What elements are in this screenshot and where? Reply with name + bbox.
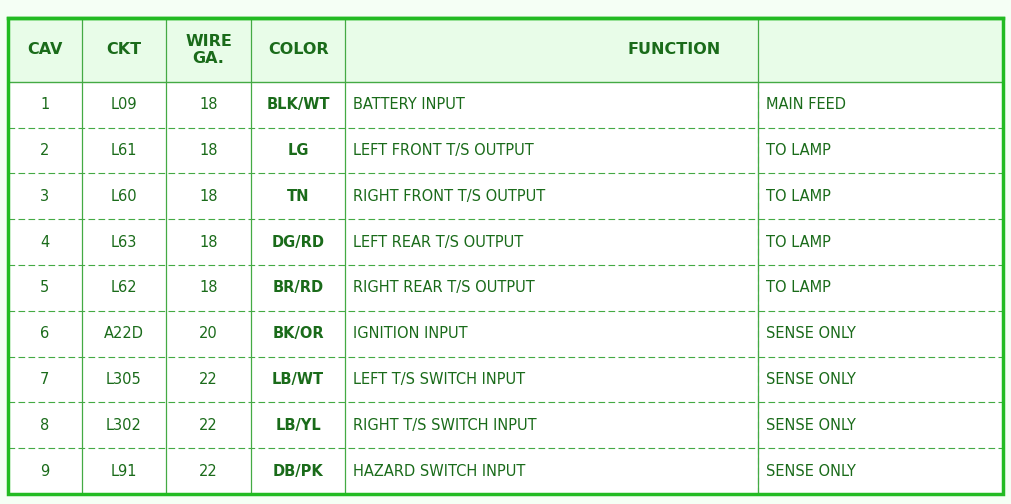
Text: 22: 22: [199, 418, 218, 433]
Text: TO LAMP: TO LAMP: [766, 280, 831, 295]
Text: HAZARD SWITCH INPUT: HAZARD SWITCH INPUT: [354, 464, 526, 478]
Text: DB/PK: DB/PK: [273, 464, 324, 478]
Text: TO LAMP: TO LAMP: [766, 235, 831, 249]
Text: CKT: CKT: [106, 42, 142, 57]
Text: BATTERY INPUT: BATTERY INPUT: [354, 97, 465, 112]
Text: L302: L302: [106, 418, 142, 433]
Text: FUNCTION: FUNCTION: [628, 42, 721, 57]
Text: TO LAMP: TO LAMP: [766, 189, 831, 204]
Bar: [8, 173, 1003, 219]
Bar: [8, 357, 1003, 402]
Text: A22D: A22D: [104, 326, 144, 341]
Text: 1: 1: [40, 97, 50, 112]
Text: L62: L62: [110, 280, 137, 295]
Text: IGNITION INPUT: IGNITION INPUT: [354, 326, 468, 341]
Bar: [8, 82, 1003, 128]
Text: TO LAMP: TO LAMP: [766, 143, 831, 158]
Bar: [8, 265, 1003, 311]
Text: DG/RD: DG/RD: [272, 235, 325, 249]
Text: LEFT FRONT T/S OUTPUT: LEFT FRONT T/S OUTPUT: [354, 143, 534, 158]
Text: 18: 18: [199, 97, 217, 112]
Text: COLOR: COLOR: [268, 42, 329, 57]
Text: LB/YL: LB/YL: [275, 418, 320, 433]
Text: BR/RD: BR/RD: [273, 280, 324, 295]
Text: SENSE ONLY: SENSE ONLY: [766, 464, 856, 478]
Text: L91: L91: [111, 464, 137, 478]
Text: SENSE ONLY: SENSE ONLY: [766, 418, 856, 433]
Bar: [8, 311, 1003, 357]
Text: L60: L60: [110, 189, 137, 204]
Text: 22: 22: [199, 372, 218, 387]
Text: 18: 18: [199, 143, 217, 158]
Text: LEFT REAR T/S OUTPUT: LEFT REAR T/S OUTPUT: [354, 235, 524, 249]
Text: RIGHT T/S SWITCH INPUT: RIGHT T/S SWITCH INPUT: [354, 418, 537, 433]
Text: 18: 18: [199, 280, 217, 295]
Text: 6: 6: [40, 326, 50, 341]
Text: 5: 5: [40, 280, 50, 295]
Text: CAV: CAV: [27, 42, 63, 57]
Text: L61: L61: [111, 143, 137, 158]
Text: MAIN FEED: MAIN FEED: [766, 97, 846, 112]
Text: LB/WT: LB/WT: [272, 372, 325, 387]
Text: 9: 9: [40, 464, 50, 478]
Text: 18: 18: [199, 189, 217, 204]
Text: SENSE ONLY: SENSE ONLY: [766, 326, 856, 341]
Bar: [8, 219, 1003, 265]
Text: BLK/WT: BLK/WT: [266, 97, 330, 112]
Text: L63: L63: [111, 235, 137, 249]
Bar: [8, 128, 1003, 173]
Text: 7: 7: [40, 372, 50, 387]
Bar: [8, 18, 1003, 82]
Text: 20: 20: [199, 326, 218, 341]
Text: BK/OR: BK/OR: [272, 326, 324, 341]
Text: SENSE ONLY: SENSE ONLY: [766, 372, 856, 387]
Text: RIGHT REAR T/S OUTPUT: RIGHT REAR T/S OUTPUT: [354, 280, 535, 295]
Text: L305: L305: [106, 372, 142, 387]
Bar: [8, 402, 1003, 448]
Text: 3: 3: [40, 189, 50, 204]
Text: 4: 4: [40, 235, 50, 249]
Text: LG: LG: [287, 143, 308, 158]
Bar: [8, 448, 1003, 494]
Text: 22: 22: [199, 464, 218, 478]
Text: 2: 2: [40, 143, 50, 158]
Text: 18: 18: [199, 235, 217, 249]
Text: L09: L09: [110, 97, 137, 112]
Text: 8: 8: [40, 418, 50, 433]
Text: WIRE
GA.: WIRE GA.: [185, 34, 232, 66]
Text: RIGHT FRONT T/S OUTPUT: RIGHT FRONT T/S OUTPUT: [354, 189, 546, 204]
Text: TN: TN: [287, 189, 309, 204]
Text: LEFT T/S SWITCH INPUT: LEFT T/S SWITCH INPUT: [354, 372, 526, 387]
